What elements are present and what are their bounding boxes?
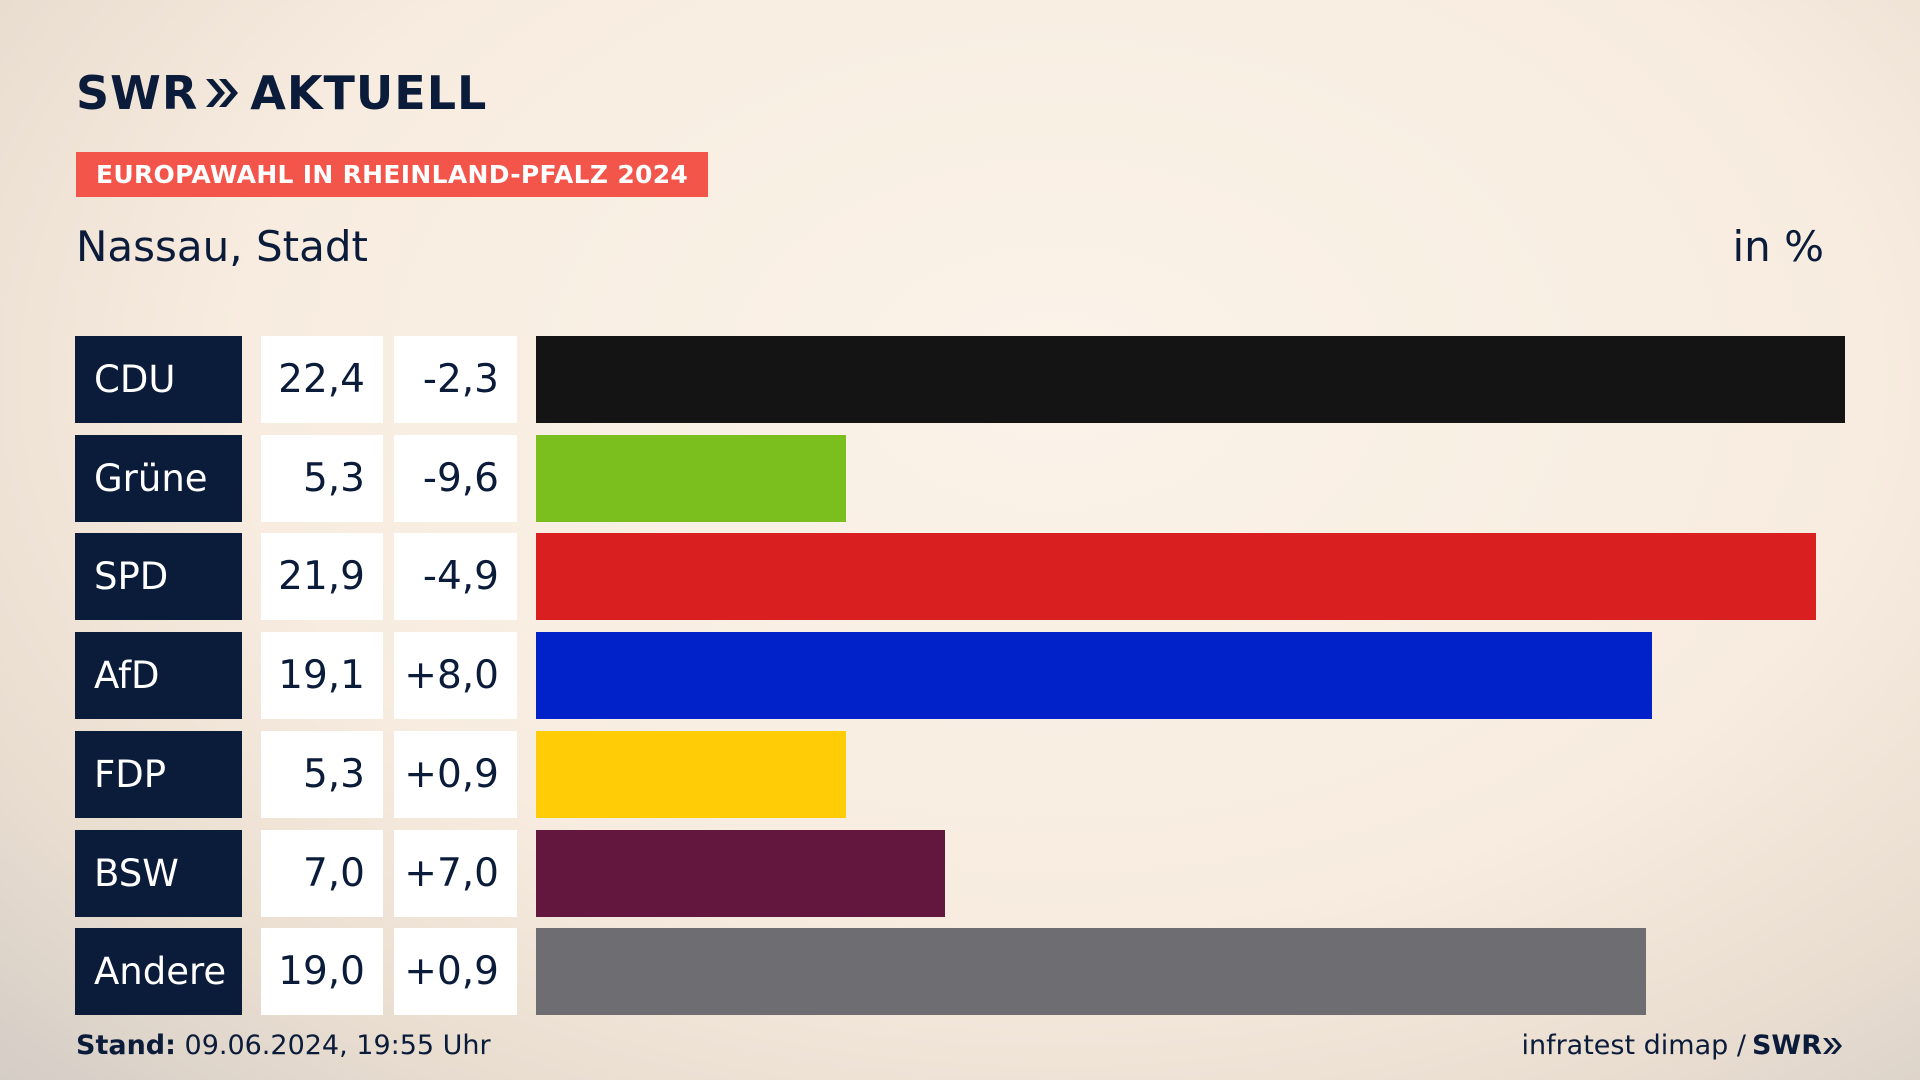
diff-label: +7,0: [394, 829, 517, 917]
party-label: Grüne: [75, 434, 242, 522]
value-label: 5,3: [261, 434, 383, 522]
result-row: SPD 21,9 -4,9: [0, 533, 1920, 621]
timestamp: Stand: 09.06.2024, 19:55 Uhr: [76, 1030, 491, 1061]
result-bar: [536, 829, 946, 917]
result-bar: [536, 730, 846, 818]
result-row: FDP 5,3 +0,9: [0, 730, 1920, 818]
party-label: FDP: [75, 730, 242, 818]
result-bar: [536, 632, 1653, 720]
swr-aktuell-logo: SWR AKTUELL: [76, 66, 488, 120]
value-label: 22,4: [261, 336, 383, 423]
election-banner: EUROPAWAHL IN RHEINLAND-PFALZ 2024: [76, 152, 709, 197]
diff-label: -4,9: [394, 533, 517, 621]
source-swr-text: SWR: [1751, 1030, 1822, 1061]
result-row: BSW 7,0 +7,0: [0, 829, 1920, 917]
value-label: 19,0: [261, 928, 383, 1016]
logo-aktuell-text: AKTUELL: [250, 66, 488, 120]
result-bar: [536, 434, 846, 522]
result-bar: [536, 533, 1816, 621]
double-chevron-icon: [204, 76, 240, 110]
source-text: infratest dimap /: [1521, 1030, 1746, 1061]
small-chevron-icon: [1823, 1037, 1842, 1054]
party-label: SPD: [75, 533, 242, 621]
value-label: 19,1: [261, 632, 383, 720]
source-swr-logo: SWR: [1752, 1030, 1844, 1061]
result-row: AfD 19,1 +8,0: [0, 632, 1920, 720]
result-bar: [536, 336, 1845, 423]
diff-label: +0,9: [394, 730, 517, 818]
result-row: Grüne 5,3 -9,6: [0, 434, 1920, 522]
party-label: CDU: [75, 336, 242, 423]
party-label: Andere: [75, 928, 242, 1016]
result-row: CDU 22,4 -2,3: [0, 336, 1920, 423]
unit-label: in %: [1732, 222, 1824, 271]
party-label: AfD: [75, 632, 242, 720]
diff-label: +8,0: [394, 632, 517, 720]
value-label: 21,9: [261, 533, 383, 621]
result-bar: [536, 928, 1647, 1016]
stand-label: Stand:: [76, 1030, 176, 1061]
diff-label: +0,9: [394, 928, 517, 1016]
diff-label: -9,6: [394, 434, 517, 522]
party-label: BSW: [75, 829, 242, 917]
diff-label: -2,3: [394, 336, 517, 423]
source-credit: infratest dimap / SWR: [1521, 1030, 1844, 1061]
logo-swr-text: SWR: [76, 66, 199, 120]
value-label: 7,0: [261, 829, 383, 917]
value-label: 5,3: [261, 730, 383, 818]
result-row: Andere 19,0 +0,9: [0, 928, 1920, 1016]
stand-value: 09.06.2024, 19:55 Uhr: [184, 1030, 491, 1061]
place-title: Nassau, Stadt: [76, 222, 368, 271]
